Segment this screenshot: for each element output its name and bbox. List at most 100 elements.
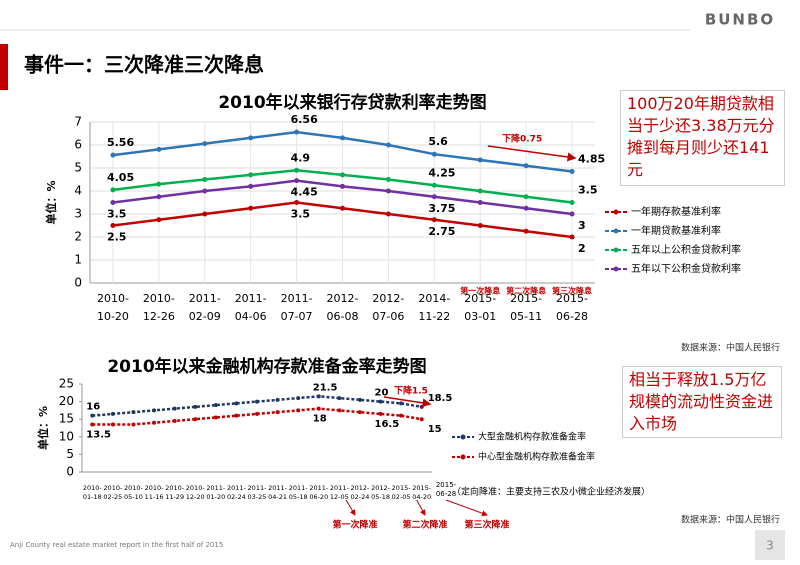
legend-dot <box>613 266 619 272</box>
point <box>569 168 575 174</box>
point <box>569 234 575 240</box>
data-label: 3 <box>578 219 586 232</box>
point <box>202 211 208 217</box>
x-tick-label: 2011-06-20 <box>309 484 329 501</box>
point <box>275 410 280 415</box>
point <box>248 205 254 211</box>
point <box>131 422 136 427</box>
point <box>419 404 424 409</box>
point <box>296 408 301 413</box>
annotation: 下降0.75 <box>502 133 542 145</box>
point <box>337 396 342 401</box>
extra-category: 2015-06-28 <box>436 481 457 498</box>
point <box>156 217 162 223</box>
point <box>523 163 529 169</box>
y-tick-label: 25 <box>59 377 74 391</box>
point <box>294 200 300 205</box>
x-tick-label: 2015-06-28 <box>556 292 588 323</box>
data-label: 15 <box>428 424 442 435</box>
annotation-arrow <box>445 499 488 517</box>
point <box>110 422 115 427</box>
data-label: 4.85 <box>578 152 605 165</box>
point <box>385 188 391 194</box>
point <box>248 183 254 189</box>
point <box>156 194 162 200</box>
point <box>337 408 342 413</box>
footer-text: Anji County real estate market report in… <box>10 541 223 549</box>
x-tick-label: 2012-06-08 <box>327 292 359 323</box>
note-box: 相当于释放1.5万亿规模的流动性资金进入市场 <box>622 366 782 438</box>
y-tick-label: 4 <box>74 184 82 198</box>
annotation: 第三次降息 <box>552 286 592 296</box>
point <box>202 141 208 147</box>
x-tick-label: 2015-03-01 <box>464 292 496 323</box>
x-tick-label: 2012-07-06 <box>372 292 404 323</box>
point <box>275 397 280 402</box>
annotation-arrow <box>487 145 577 162</box>
annotation: 第三次降准 <box>464 519 509 531</box>
legend-entry: 一年期贷款基准利率 <box>631 224 721 237</box>
point <box>90 422 95 427</box>
annotation-arrow <box>383 396 432 408</box>
point <box>202 188 208 194</box>
y-tick-label: 2 <box>74 230 82 244</box>
point <box>316 394 321 399</box>
point <box>523 205 529 211</box>
legend-entry: 中心型金融机构存款准备金率 <box>478 451 595 463</box>
legend-dot <box>613 228 619 234</box>
logo: BUNBO <box>705 11 775 29</box>
point <box>131 410 136 415</box>
y-tick-label: 10 <box>59 429 74 443</box>
legend-entry: 五年以下公积金贷款利率 <box>631 262 741 275</box>
point <box>110 152 116 158</box>
data-label: 2.75 <box>428 225 455 238</box>
title-bar <box>0 44 8 90</box>
data-label: 3.5 <box>107 208 127 221</box>
x-tick-label: 2011-12-05 <box>330 484 350 501</box>
point <box>156 146 162 152</box>
point <box>213 415 218 420</box>
point <box>152 408 157 413</box>
y-axis-label: 单位：% <box>44 180 58 224</box>
data-label: 3.75 <box>428 202 455 215</box>
point <box>523 194 529 200</box>
point <box>294 167 300 173</box>
legend-dot <box>613 209 619 215</box>
series-line <box>92 407 422 426</box>
y-tick-label: 3 <box>74 207 82 221</box>
point <box>193 417 198 422</box>
y-tick-label: 6 <box>74 138 82 152</box>
point <box>419 417 424 422</box>
data-label: 13.5 <box>86 429 111 440</box>
x-tick-label: 2011-01-20 <box>206 484 226 501</box>
x-tick-label: 2012-02-24 <box>350 484 370 501</box>
chart-title: 2010年以来银行存贷款利率走势图 <box>218 92 486 113</box>
legend-dot <box>613 247 619 253</box>
x-tick-label: 2014-11-22 <box>418 292 450 323</box>
note: （定向降准：主要支持三农及小微企业经济发展） <box>452 486 650 498</box>
data-label: 20 <box>375 388 389 399</box>
point <box>399 413 404 418</box>
data-label: 5.6 <box>428 135 448 148</box>
data-label: 2 <box>578 242 586 255</box>
x-tick-label: 2010-12-20 <box>186 484 206 501</box>
point <box>477 200 483 205</box>
y-tick-label: 0 <box>66 465 74 479</box>
point <box>523 228 529 234</box>
point <box>110 411 115 416</box>
legend-dot <box>460 454 466 460</box>
x-tick-label: 2011-04-06 <box>235 292 267 323</box>
point <box>193 404 198 409</box>
x-tick-label: 2015-04-20 <box>412 484 432 501</box>
y-tick-label: 7 <box>74 115 82 129</box>
x-tick-label: 2011-02-09 <box>189 292 221 323</box>
point <box>569 211 575 217</box>
slide-title: 事件一：三次降准三次降息 <box>24 53 264 77</box>
x-tick-label: 2011-02-24 <box>227 484 247 501</box>
x-tick-label: 2011-04-21 <box>268 484 288 501</box>
point <box>110 223 116 228</box>
legend-entry: 大型金融机构存款准备金率 <box>478 431 586 443</box>
x-tick-label: 2015-02-05 <box>392 484 412 501</box>
source: 数据来源：中国人民银行 <box>681 342 780 354</box>
point <box>340 183 345 189</box>
